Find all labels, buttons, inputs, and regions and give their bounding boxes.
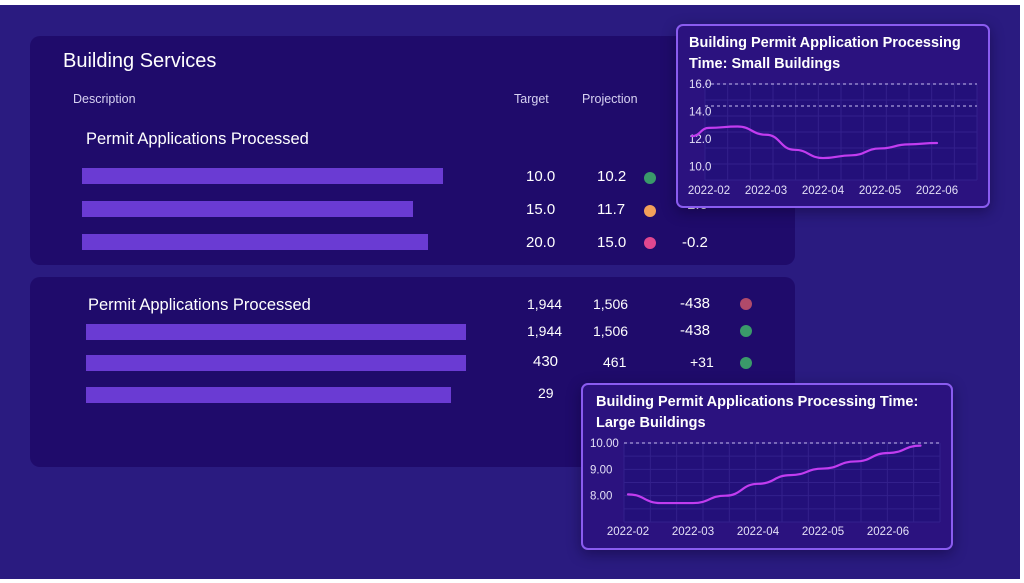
x-tick-label: 2022-02 bbox=[688, 185, 730, 197]
edge-right bbox=[1020, 0, 1024, 583]
progress-bar bbox=[82, 201, 413, 217]
x-tick-label: 2022-03 bbox=[745, 185, 787, 197]
target-value: 29 bbox=[538, 385, 554, 401]
x-tick-label: 2022-02 bbox=[607, 526, 649, 538]
applications-panel: Permit Applications Processed 1,944 1,50… bbox=[30, 277, 795, 467]
target-value: 1,944 bbox=[527, 323, 563, 339]
progress-bar bbox=[86, 355, 466, 371]
progress-bar bbox=[86, 324, 466, 340]
series-line bbox=[690, 125, 939, 160]
chart-title: Building Permit Applications Processing … bbox=[596, 394, 919, 431]
projection-value: 15.0 bbox=[597, 234, 627, 251]
y-tick-label: 10.00 bbox=[590, 438, 619, 450]
status-dot bbox=[644, 237, 656, 249]
section-label: Permit Applications Processed bbox=[88, 296, 311, 314]
x-tick-label: 2022-03 bbox=[672, 526, 714, 538]
status-dot bbox=[740, 298, 752, 310]
progress-bar bbox=[82, 234, 428, 250]
column-header-target[interactable]: Target bbox=[514, 92, 549, 106]
y-tick-label: 8.00 bbox=[590, 491, 612, 503]
x-tick-label: 2022-05 bbox=[859, 185, 901, 197]
x-tick-label: 2022-06 bbox=[867, 526, 909, 538]
target-value: 1,944 bbox=[527, 296, 563, 312]
status-dot bbox=[644, 205, 656, 217]
chart-card-small-buildings[interactable]: Building Permit Application Processing T… bbox=[676, 24, 990, 208]
x-tick-label: 2022-06 bbox=[916, 185, 958, 197]
panel-title: Building Services bbox=[63, 50, 217, 72]
variance-value: +31 bbox=[690, 354, 714, 370]
section-label: Permit Applications Processed bbox=[86, 130, 309, 148]
projection-value: 461 bbox=[603, 354, 627, 370]
series-line bbox=[626, 444, 922, 505]
status-dot bbox=[644, 172, 656, 184]
line-chart-small-buildings: 16.0 14.0 12.0 10.0 2022-02 2022-03 2022-04 202… bbox=[688, 79, 978, 197]
projection-value: 10.2 bbox=[597, 168, 627, 185]
edge-bottom bbox=[0, 579, 1024, 583]
variance-value: -0.2 bbox=[682, 234, 708, 251]
building-services-panel: Building Services Description Target Pro… bbox=[30, 36, 795, 265]
projection-value: 11.7 bbox=[597, 201, 626, 218]
x-tick-label: 2022-04 bbox=[737, 526, 780, 538]
target-value: 20.0 bbox=[526, 234, 556, 251]
y-tick-label: 16.0 bbox=[689, 79, 711, 91]
y-tick-label: 10.0 bbox=[689, 161, 711, 173]
target-value: 430 bbox=[533, 353, 559, 370]
variance-value: -438 bbox=[680, 322, 711, 339]
status-dot bbox=[740, 325, 752, 337]
y-tick-label: 12.0 bbox=[689, 134, 711, 146]
y-tick-label: 14.0 bbox=[689, 106, 711, 118]
projection-value: 1,506 bbox=[593, 323, 629, 339]
line-chart-large-buildings: 10.00 9.00 8.00 2022-02 2022-03 2022-04 2022-0… bbox=[590, 438, 941, 538]
x-tick-label: 2022-05 bbox=[802, 526, 844, 538]
target-value: 10.0 bbox=[526, 168, 556, 185]
x-tick-label: 2022-04 bbox=[802, 185, 845, 197]
status-dot bbox=[740, 357, 752, 369]
column-header-description[interactable]: Description bbox=[73, 92, 136, 106]
column-header-projection[interactable]: Projection bbox=[582, 92, 638, 106]
target-value: 15.0 bbox=[526, 201, 556, 218]
variance-value: -438 bbox=[680, 295, 711, 312]
progress-bar bbox=[82, 168, 443, 184]
chart-title: Building Permit Application Processing T… bbox=[689, 35, 961, 72]
progress-bar bbox=[86, 387, 451, 403]
y-tick-label: 9.00 bbox=[590, 464, 612, 476]
chart-card-large-buildings[interactable]: Building Permit Applications Processing … bbox=[581, 383, 953, 550]
projection-value: 1,506 bbox=[593, 296, 629, 312]
edge-top bbox=[0, 0, 1024, 5]
